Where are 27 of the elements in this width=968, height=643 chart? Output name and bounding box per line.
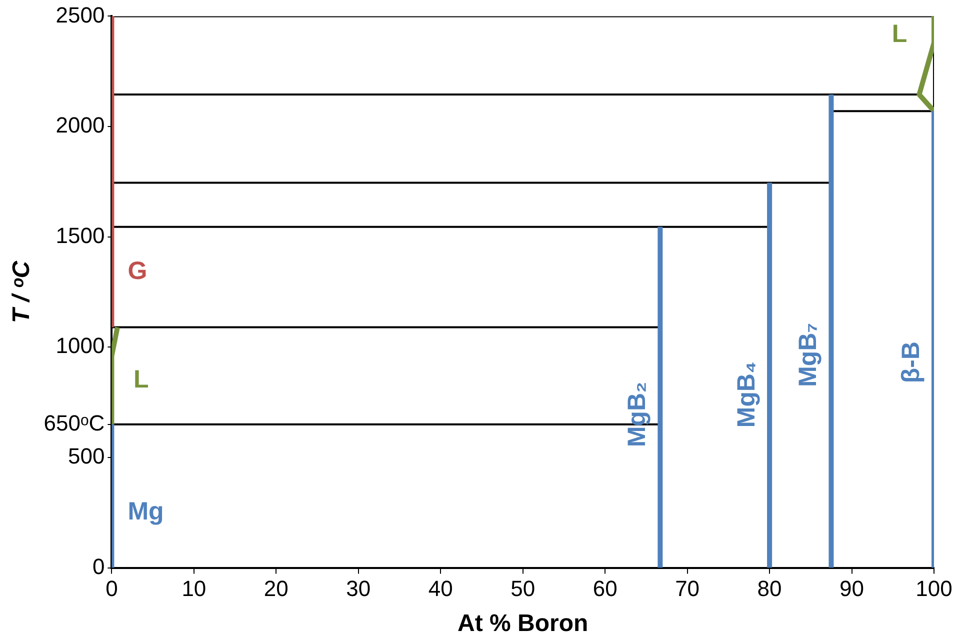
series-label: G	[128, 257, 148, 286]
x-tick-label: 30	[346, 576, 371, 602]
x-tick-label: 80	[757, 576, 782, 602]
x-tick-label: 100	[916, 576, 952, 602]
y-tick-label: 2000	[56, 112, 105, 138]
y-tick-label: 2500	[56, 2, 105, 28]
y-tick-label: 500	[68, 444, 105, 469]
series-label: Mg	[128, 498, 164, 526]
x-axis-title: At % Boron	[458, 610, 588, 638]
y-tick-label: 1500	[56, 222, 105, 248]
series-label: L	[133, 366, 149, 394]
x-tick-label: 90	[840, 576, 864, 602]
x-tick-label: 20	[264, 576, 288, 602]
y-axis-title: T / ᵒC	[8, 260, 36, 324]
x-tick-label: 70	[675, 576, 700, 602]
text: MgB₂	[623, 382, 652, 448]
x-tick-label: 10	[182, 576, 206, 602]
text: β-B	[896, 341, 925, 384]
y-tick-label: 1000	[56, 333, 105, 358]
text: MgB₄	[732, 362, 760, 428]
series-label: L	[892, 20, 908, 48]
x-tick-label: 50	[510, 576, 536, 602]
x-tick-label: 40	[428, 576, 453, 602]
y-tick-label: 0	[92, 554, 105, 579]
text: MgB₇	[794, 322, 822, 387]
x-tick-label: 60	[592, 576, 618, 602]
y-tick-label: 650ᵒC	[44, 410, 105, 436]
